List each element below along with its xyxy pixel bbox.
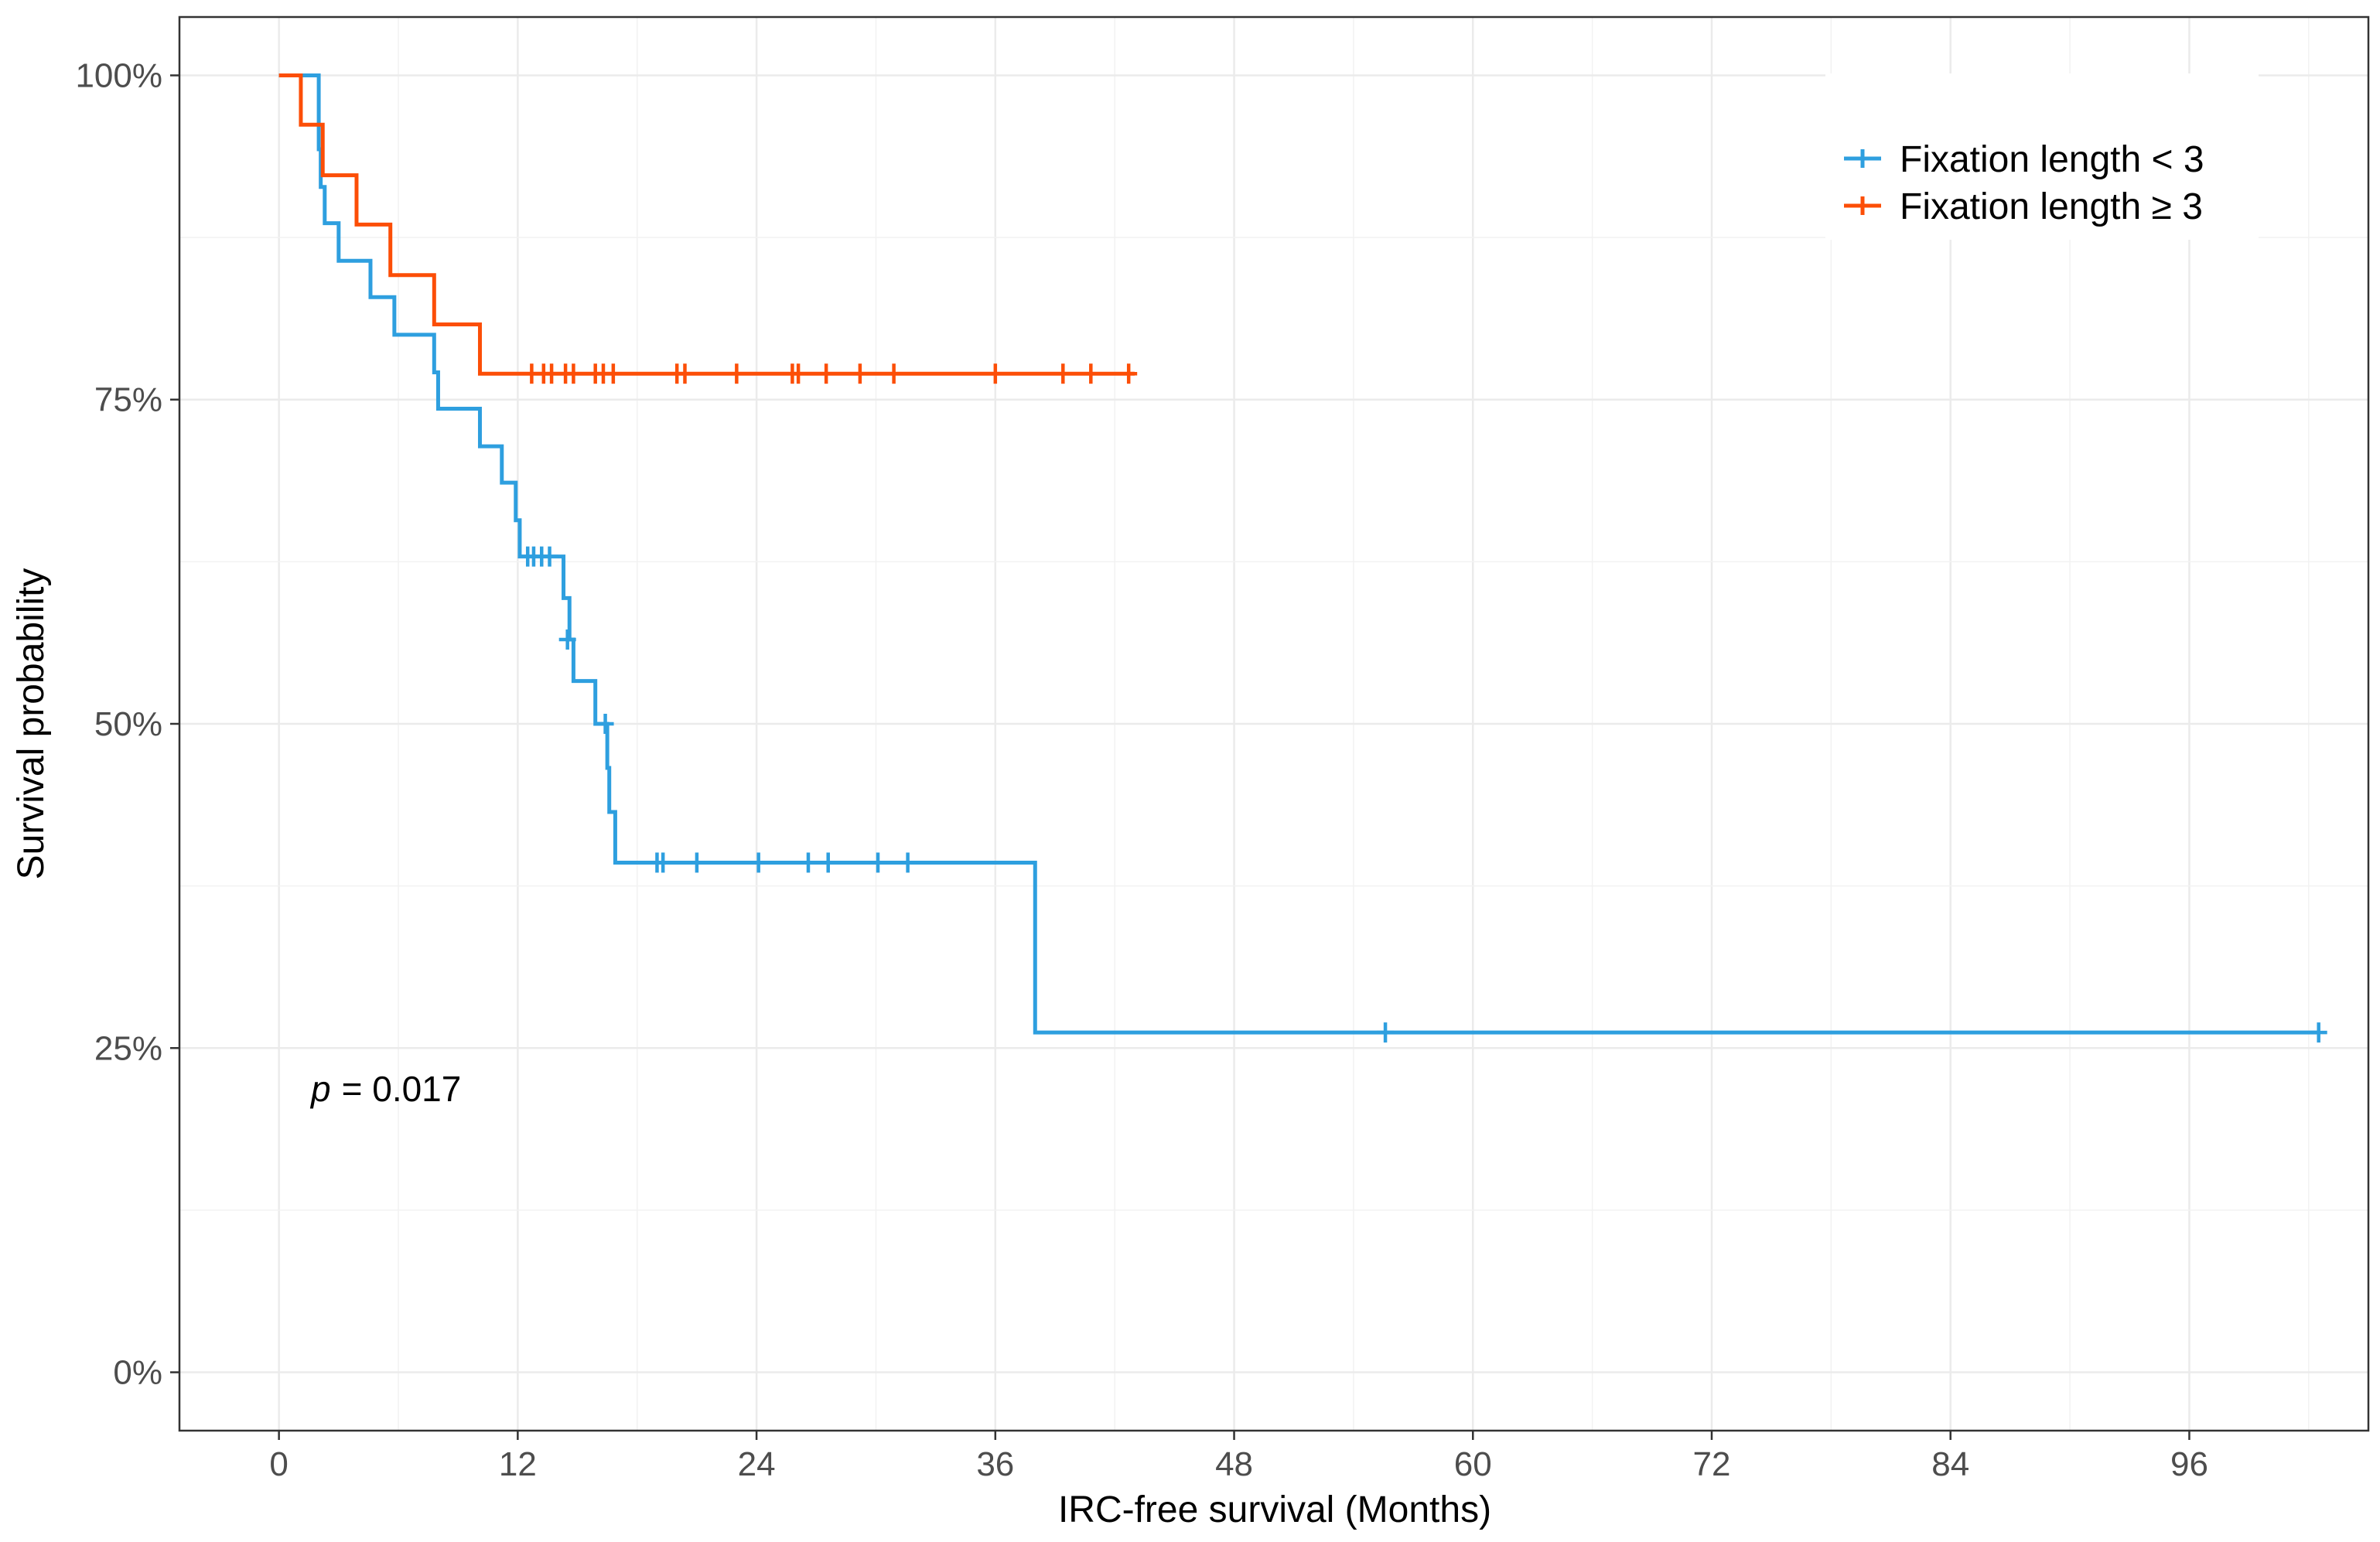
x-tick-label: 24 <box>738 1445 776 1483</box>
y-tick-label: 0% <box>113 1354 162 1392</box>
survival-curve <box>278 73 1135 376</box>
legend-label: Fixation length ≥ 3 <box>1900 186 2203 227</box>
x-tick-label: 60 <box>1454 1445 1492 1483</box>
p-symbol: p <box>309 1069 331 1109</box>
x-tick-label: 0 <box>269 1445 288 1483</box>
series-layer <box>278 73 2327 1043</box>
y-tick-label: 75% <box>94 381 162 419</box>
legend-label: Fixation length < 3 <box>1900 139 2204 180</box>
legend: Fixation length < 3 Fixation length ≥ 3 <box>1825 73 2259 240</box>
series-fixation-lt-3 <box>278 73 2327 1043</box>
y-axis-title: Survival probability <box>11 568 52 880</box>
survival-curve <box>278 73 2319 1035</box>
legend-item-fixation-ge-3: Fixation length ≥ 3 <box>1844 186 2203 227</box>
y-tick-label: 100% <box>75 56 162 94</box>
x-tick-label: 72 <box>1693 1445 1731 1483</box>
y-axis-ticks: 0% 25% 50% 75% 100% <box>75 56 179 1392</box>
x-tick-label: 84 <box>1931 1445 1969 1483</box>
p-value: = 0.017 <box>342 1069 462 1109</box>
x-tick-label: 12 <box>499 1445 537 1483</box>
y-tick-label: 50% <box>94 705 162 743</box>
grid-lines <box>179 17 2368 1431</box>
x-tick-label: 96 <box>2170 1445 2208 1483</box>
p-value-annotation: p = 0.017 <box>309 1069 461 1109</box>
legend-item-fixation-lt-3: Fixation length < 3 <box>1844 139 2204 180</box>
legend-background <box>1825 73 2259 240</box>
x-tick-label: 36 <box>976 1445 1014 1483</box>
x-axis-ticks: 0 12 24 36 48 60 72 84 96 <box>269 1431 2208 1483</box>
x-tick-label: 48 <box>1215 1445 1253 1483</box>
series-fixation-ge-3 <box>278 73 1138 384</box>
x-axis-title: IRC-free survival (Months) <box>1058 1489 1491 1530</box>
y-tick-label: 25% <box>94 1029 162 1067</box>
